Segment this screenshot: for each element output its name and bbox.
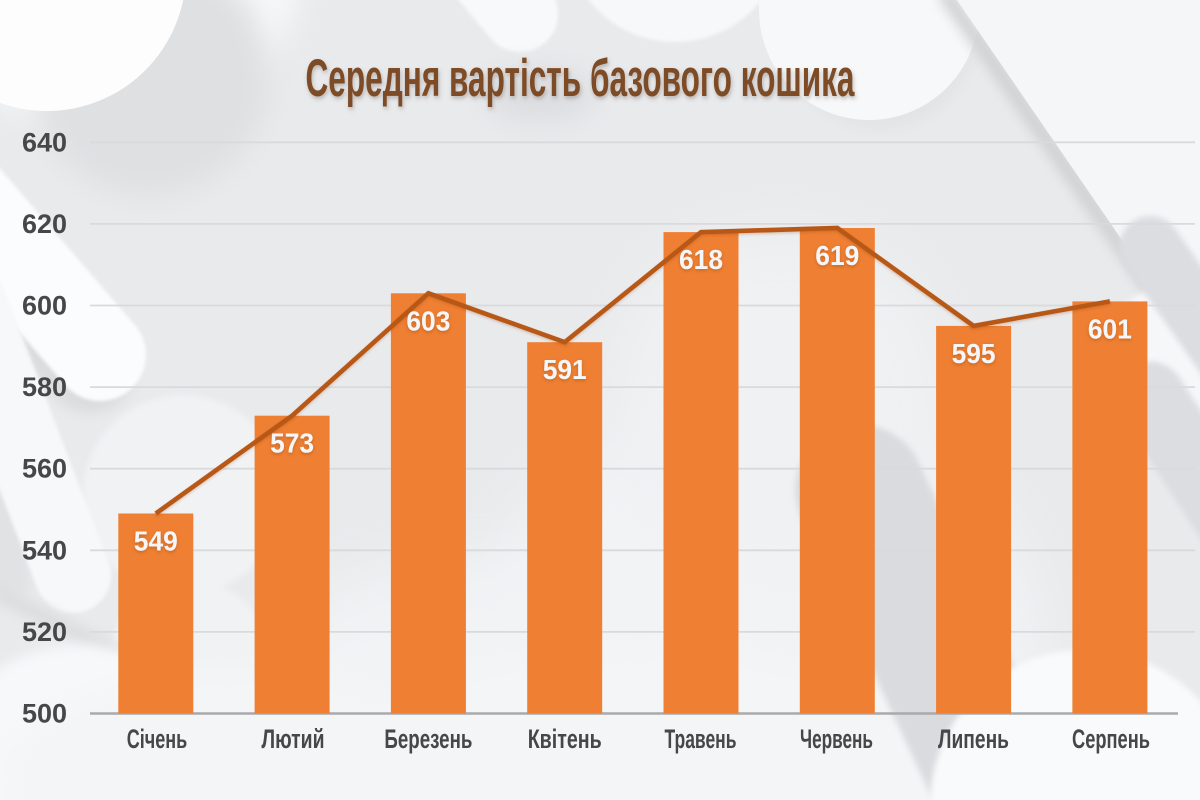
svg-text:Серпень: Серпень (1072, 724, 1150, 754)
svg-text:640: 640 (22, 127, 67, 157)
svg-text:520: 520 (22, 617, 67, 647)
svg-text:Середня вартість базового коши: Середня вартість базового кошика (306, 49, 855, 108)
svg-text:Січень: Січень (127, 724, 188, 754)
svg-text:Лютий: Лютий (262, 724, 325, 754)
svg-text:600: 600 (22, 291, 67, 321)
svg-text:500: 500 (22, 699, 67, 729)
svg-text:595: 595 (952, 338, 996, 369)
svg-text:Квітень: Квітень (528, 724, 602, 754)
svg-text:601: 601 (1088, 313, 1132, 344)
svg-text:549: 549 (134, 526, 178, 557)
svg-text:Червень: Червень (800, 724, 873, 754)
svg-text:Березень: Березень (384, 724, 472, 754)
svg-text:580: 580 (22, 372, 67, 402)
svg-text:603: 603 (406, 305, 450, 336)
svg-text:540: 540 (22, 535, 67, 565)
svg-text:591: 591 (543, 354, 587, 385)
svg-text:Липень: Липень (938, 724, 1009, 754)
svg-text:Травень: Травень (665, 724, 737, 754)
svg-text:619: 619 (815, 240, 859, 271)
svg-text:560: 560 (22, 454, 67, 484)
svg-text:573: 573 (270, 428, 314, 459)
svg-text:620: 620 (22, 209, 67, 239)
svg-text:618: 618 (679, 244, 723, 275)
